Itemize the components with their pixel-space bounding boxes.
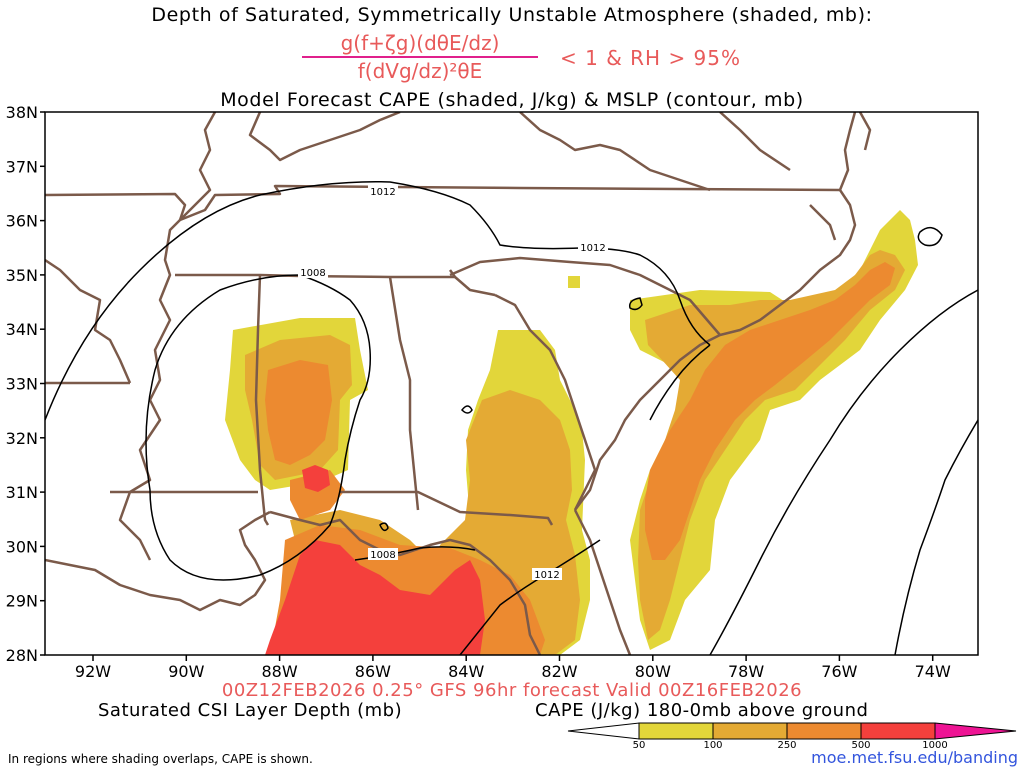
longitude-label: 92W	[75, 662, 111, 681]
colorbar-segment-50	[638, 722, 714, 740]
isobar-label: 1008	[370, 550, 395, 561]
latitude-label: 35N	[6, 266, 38, 285]
latitude-label: 29N	[6, 592, 38, 611]
cape-shading-500	[265, 465, 485, 655]
longitude-label: 80W	[635, 662, 671, 681]
isobar-labels: 1012 1012 1008 1008 1012	[298, 185, 608, 581]
colorbar-label: 50	[633, 740, 646, 751]
isobar-label: 1008	[300, 268, 325, 279]
forecast-valid-line: 00Z12FEB2026 0.25° GFS 96hr forecast Val…	[221, 680, 803, 701]
colorbar-label: 100	[703, 740, 722, 751]
colorbar-segment-500	[860, 722, 936, 740]
isobar-label: 1012	[534, 570, 559, 581]
latitude-label: 37N	[6, 157, 38, 176]
longitude-axis: 92W 90W 88W 86W 84W 82W 80W 78W 76W 74W	[75, 655, 951, 681]
cape-legend-label: CAPE (J/kg) 180-0mb above ground	[535, 700, 869, 721]
longitude-label: 86W	[355, 662, 391, 681]
chart-subtitle: Model Forecast CAPE (shaded, J/kg) & MSL…	[220, 89, 804, 111]
latitude-label: 38N	[6, 103, 38, 122]
colorbar-label: 250	[777, 740, 796, 751]
overlap-note: In regions where shading overlaps, CAPE …	[8, 752, 313, 766]
formula-numerator: g(f+ζg)(dθE/dz)	[340, 31, 500, 55]
latitude-label: 28N	[6, 646, 38, 665]
fraction-bar	[302, 56, 538, 58]
latitude-label: 33N	[6, 375, 38, 394]
isobar-label: 1012	[370, 187, 395, 198]
latitude-label: 30N	[6, 537, 38, 556]
colorbar-segment-250	[786, 722, 862, 740]
formula-denominator: f(dVg/dz)²θE	[357, 59, 483, 83]
map-area: 1012 1012 1008 1008 1012	[45, 112, 978, 655]
longitude-label: 82W	[541, 662, 577, 681]
isobar-label: 1012	[580, 243, 605, 254]
cape-colorbar: 50 100 250 500 1000	[567, 722, 1017, 751]
political-borders	[45, 112, 872, 655]
longitude-label: 78W	[728, 662, 764, 681]
source-url: moe.met.fsu.edu/banding	[811, 748, 1018, 767]
formula-fraction: g(f+ζg)(dθE/dz) f(dVg/dz)²θE	[300, 30, 540, 84]
longitude-label: 76W	[821, 662, 857, 681]
latitude-label: 32N	[6, 429, 38, 448]
chart-title: Depth of Saturated, Symmetrically Unstab…	[151, 4, 873, 26]
mslp-isobars	[45, 181, 978, 655]
latitude-label: 31N	[6, 483, 38, 502]
latitude-axis: 38N 37N 36N 35N 34N 33N 32N 31N 30N 29N 28N	[6, 103, 45, 665]
colorbar-label: 1000	[922, 740, 947, 751]
formula-condition: < 1 & RH > 95%	[560, 46, 742, 70]
latitude-label: 34N	[6, 320, 38, 339]
colorbar-segment-below	[567, 722, 640, 740]
latitude-label: 36N	[6, 212, 38, 231]
colorbar-segment-100	[712, 722, 788, 740]
longitude-label: 84W	[448, 662, 484, 681]
colorbar-label: 500	[851, 740, 870, 751]
longitude-label: 74W	[915, 662, 951, 681]
longitude-label: 90W	[168, 662, 204, 681]
csi-legend-label: Saturated CSI Layer Depth (mb)	[98, 700, 403, 721]
colorbar-segment-1000	[934, 722, 1017, 740]
longitude-label: 88W	[262, 662, 298, 681]
